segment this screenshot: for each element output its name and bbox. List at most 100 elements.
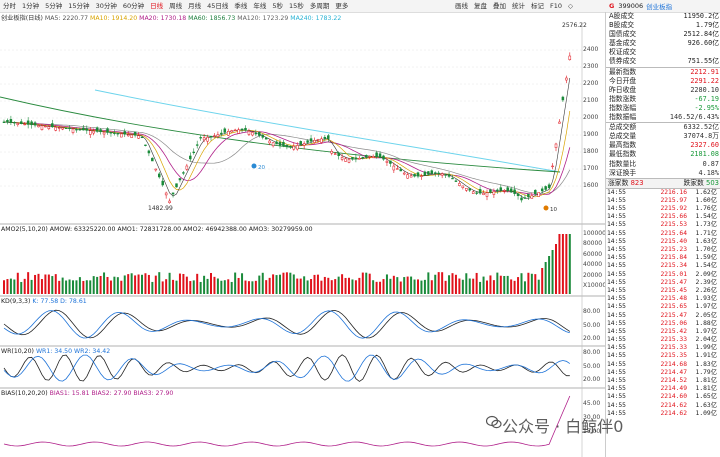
candle-body — [471, 191, 475, 194]
volume-bar — [316, 274, 319, 294]
quote-value: 11950.2亿 — [683, 12, 719, 20]
security-code-box[interactable]: G 399006 创业板指 — [606, 0, 720, 12]
volume-bar — [486, 280, 488, 294]
tool-button-6[interactable]: ◇ — [568, 2, 574, 10]
volume-bar — [389, 278, 392, 294]
tab-11[interactable]: 年线 — [253, 2, 267, 10]
candle-body — [189, 155, 192, 160]
quote-row: A股成交 11950.2亿 — [606, 12, 720, 21]
tab-2[interactable]: 5分钟 — [45, 2, 63, 10]
candle-body — [126, 134, 130, 137]
tick-volume: 1.63亿 — [695, 237, 717, 245]
volume-bar — [161, 281, 164, 294]
volume-bar — [99, 275, 102, 294]
quote-label: A股成交 — [609, 12, 635, 20]
candle-body — [299, 141, 302, 145]
candle-body — [447, 174, 451, 177]
volume-bar — [403, 277, 406, 294]
quote-label: 最高指数 — [609, 141, 637, 150]
tick-volume: 1.62亿 — [695, 188, 717, 196]
volume-bar — [392, 275, 395, 294]
candle-body — [375, 152, 378, 157]
tick-price: 2215.35 — [660, 352, 687, 360]
volume-bar — [365, 272, 368, 294]
y-axis-label: 2200 — [583, 80, 599, 87]
y-axis-label: 1900 — [583, 131, 599, 138]
y-axis-label: 80.00 — [583, 308, 601, 315]
wr-panel-title: WR(10,20) — [1, 348, 34, 355]
candle-body — [444, 174, 447, 176]
tool-button-1[interactable]: 复盘 — [474, 2, 487, 10]
tick-volume: 2.09亿 — [695, 270, 717, 278]
tab-10[interactable]: 季线 — [234, 2, 248, 10]
wr2-line — [3, 354, 571, 382]
candle-body — [302, 143, 306, 146]
tab-14[interactable]: 多周期 — [309, 2, 330, 10]
candle-body — [323, 136, 327, 139]
volume-bar — [361, 272, 364, 294]
chart-area[interactable]: 2576.22 1482.99 20 10 创业板指(日线) MA5: 2220.77… — [0, 12, 607, 457]
tick-price: 2215.06 — [660, 319, 687, 327]
volume-bar — [537, 279, 540, 294]
tab-15[interactable]: 更多 — [335, 2, 349, 10]
volume-bar — [292, 274, 295, 294]
tick-volume: 1.76亿 — [695, 205, 717, 213]
y-axis-label: 30.00 — [583, 414, 601, 421]
tick-list[interactable]: 14:55 2216.16 1.62亿 14:55 2215.97 1.60亿 14:55 2… — [606, 189, 720, 418]
candle-body — [489, 189, 492, 193]
candle-body — [296, 145, 299, 150]
quote-label: 总成交量 — [609, 132, 637, 141]
tool-button-0[interactable]: 画线 — [455, 2, 468, 10]
tool-button-5[interactable]: F10 — [550, 2, 563, 10]
tick-price: 2215.66 — [660, 213, 687, 221]
candle-body — [534, 189, 537, 195]
volume-bar — [203, 275, 206, 294]
kd-panel-values: K: 77.58 D: 78.61 — [32, 298, 87, 305]
tab-4[interactable]: 30分钟 — [95, 2, 117, 10]
tick-price: 2215.92 — [660, 205, 687, 213]
tick-volume: 1.65亿 — [695, 393, 717, 401]
tick-time: 14:55 — [607, 286, 626, 294]
chart-canvas[interactable]: 2576.22 1482.99 20 10 — [0, 12, 605, 457]
tab-13[interactable]: 15秒 — [289, 2, 304, 10]
volume-bar — [151, 281, 154, 294]
candle-body — [537, 192, 540, 197]
candle-body — [247, 130, 251, 135]
volume-bar — [275, 275, 278, 294]
tool-button-4[interactable]: 标记 — [531, 2, 544, 10]
candle-body — [451, 177, 454, 180]
candle-body — [47, 126, 51, 129]
candle-body — [151, 157, 154, 162]
tab-1[interactable]: 1分钟 — [22, 2, 40, 10]
tick-row: 14:55 2214.62 1.09亿 — [606, 410, 720, 418]
volume-bar — [461, 279, 464, 294]
tab-5[interactable]: 60分钟 — [122, 2, 145, 10]
tool-button-3[interactable]: 统计 — [512, 2, 525, 10]
volume-bar — [427, 272, 430, 294]
volume-bar — [175, 280, 178, 294]
candle-body — [216, 134, 220, 137]
quote-label: 最低指数 — [609, 150, 637, 159]
quote-label: 国债成交 — [609, 30, 637, 39]
ma-line — [3, 121, 571, 195]
y-axis-label: X10000 — [583, 282, 607, 289]
tab-0[interactable]: 分时 — [3, 2, 16, 10]
tab-8[interactable]: 月线 — [188, 2, 202, 10]
tab-12[interactable]: 5秒 — [272, 2, 284, 10]
volume-bar — [185, 276, 188, 294]
candle-body — [137, 135, 140, 139]
tick-time: 14:55 — [607, 368, 626, 376]
tool-button-2[interactable]: 叠加 — [493, 2, 506, 10]
volume-bar — [541, 268, 544, 294]
candle-body — [13, 122, 16, 124]
tab-7[interactable]: 周线 — [169, 2, 183, 10]
volume-bar — [165, 279, 168, 294]
volume-bar — [530, 273, 533, 294]
tab-6[interactable]: 日线 — [150, 2, 164, 10]
candle-body — [99, 129, 102, 133]
tab-3[interactable]: 15分钟 — [68, 2, 90, 10]
candle-body — [434, 172, 437, 174]
tab-9[interactable]: 45日线 — [207, 2, 229, 10]
tick-price: 2215.40 — [660, 237, 687, 245]
y-axis-label: 2400 — [583, 46, 599, 53]
